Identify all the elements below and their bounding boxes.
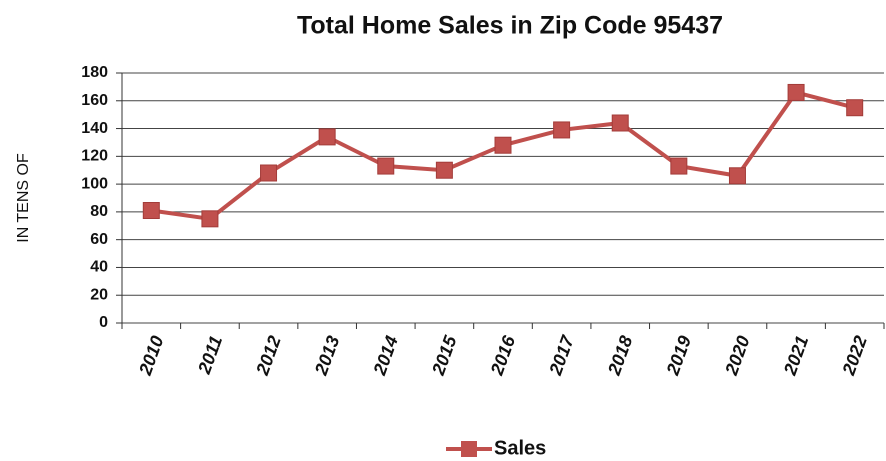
y-axis-label: IN TENS OF — [15, 153, 32, 243]
y-tick-label: 60 — [90, 231, 108, 248]
x-tick-label: 2013 — [311, 333, 344, 378]
point-marker — [142, 202, 160, 219]
y-tick-label: 40 — [90, 259, 108, 276]
point-marker — [435, 161, 453, 179]
y-tick-label: 140 — [81, 120, 108, 137]
legend-label: Sales — [494, 437, 546, 459]
x-tick-label: 2021 — [779, 333, 812, 378]
point-marker — [260, 164, 278, 182]
x-tick-label: 2010 — [135, 333, 168, 378]
chart-title: Total Home Sales in Zip Code 95437 — [297, 12, 723, 40]
y-tick-label: 0 — [99, 314, 108, 331]
point-marker — [377, 157, 395, 175]
point-marker — [787, 83, 805, 101]
x-tick-label: 2020 — [721, 333, 754, 378]
x-tick-label: 2022 — [838, 333, 871, 378]
x-tick-label: 2012 — [252, 333, 285, 378]
x-tick-label: 2016 — [486, 332, 519, 378]
x-tick-label: 2011 — [194, 333, 226, 377]
point-marker — [846, 99, 864, 117]
y-tick-label: 80 — [90, 203, 108, 220]
y-tick-label: 180 — [81, 64, 108, 81]
series-line — [151, 90, 856, 221]
point-marker — [670, 157, 688, 175]
legend-marker — [461, 441, 477, 457]
point-marker — [728, 167, 746, 185]
point-marker — [201, 210, 219, 228]
y-tick-label: 100 — [81, 175, 108, 192]
x-tick-label: 2018 — [604, 333, 637, 378]
y-tick-label: 160 — [81, 92, 108, 109]
x-tick-label: 2015 — [428, 332, 461, 378]
x-tick-label: 2019 — [662, 333, 695, 378]
point-marker — [611, 114, 629, 132]
y-tick-label: 120 — [81, 148, 108, 165]
point-marker — [318, 128, 336, 146]
point-marker — [553, 121, 571, 139]
point-marker — [494, 136, 512, 154]
x-tick-label: 2017 — [545, 332, 578, 378]
y-tick-label: 20 — [90, 286, 108, 303]
x-tick-label: 2014 — [369, 333, 402, 378]
